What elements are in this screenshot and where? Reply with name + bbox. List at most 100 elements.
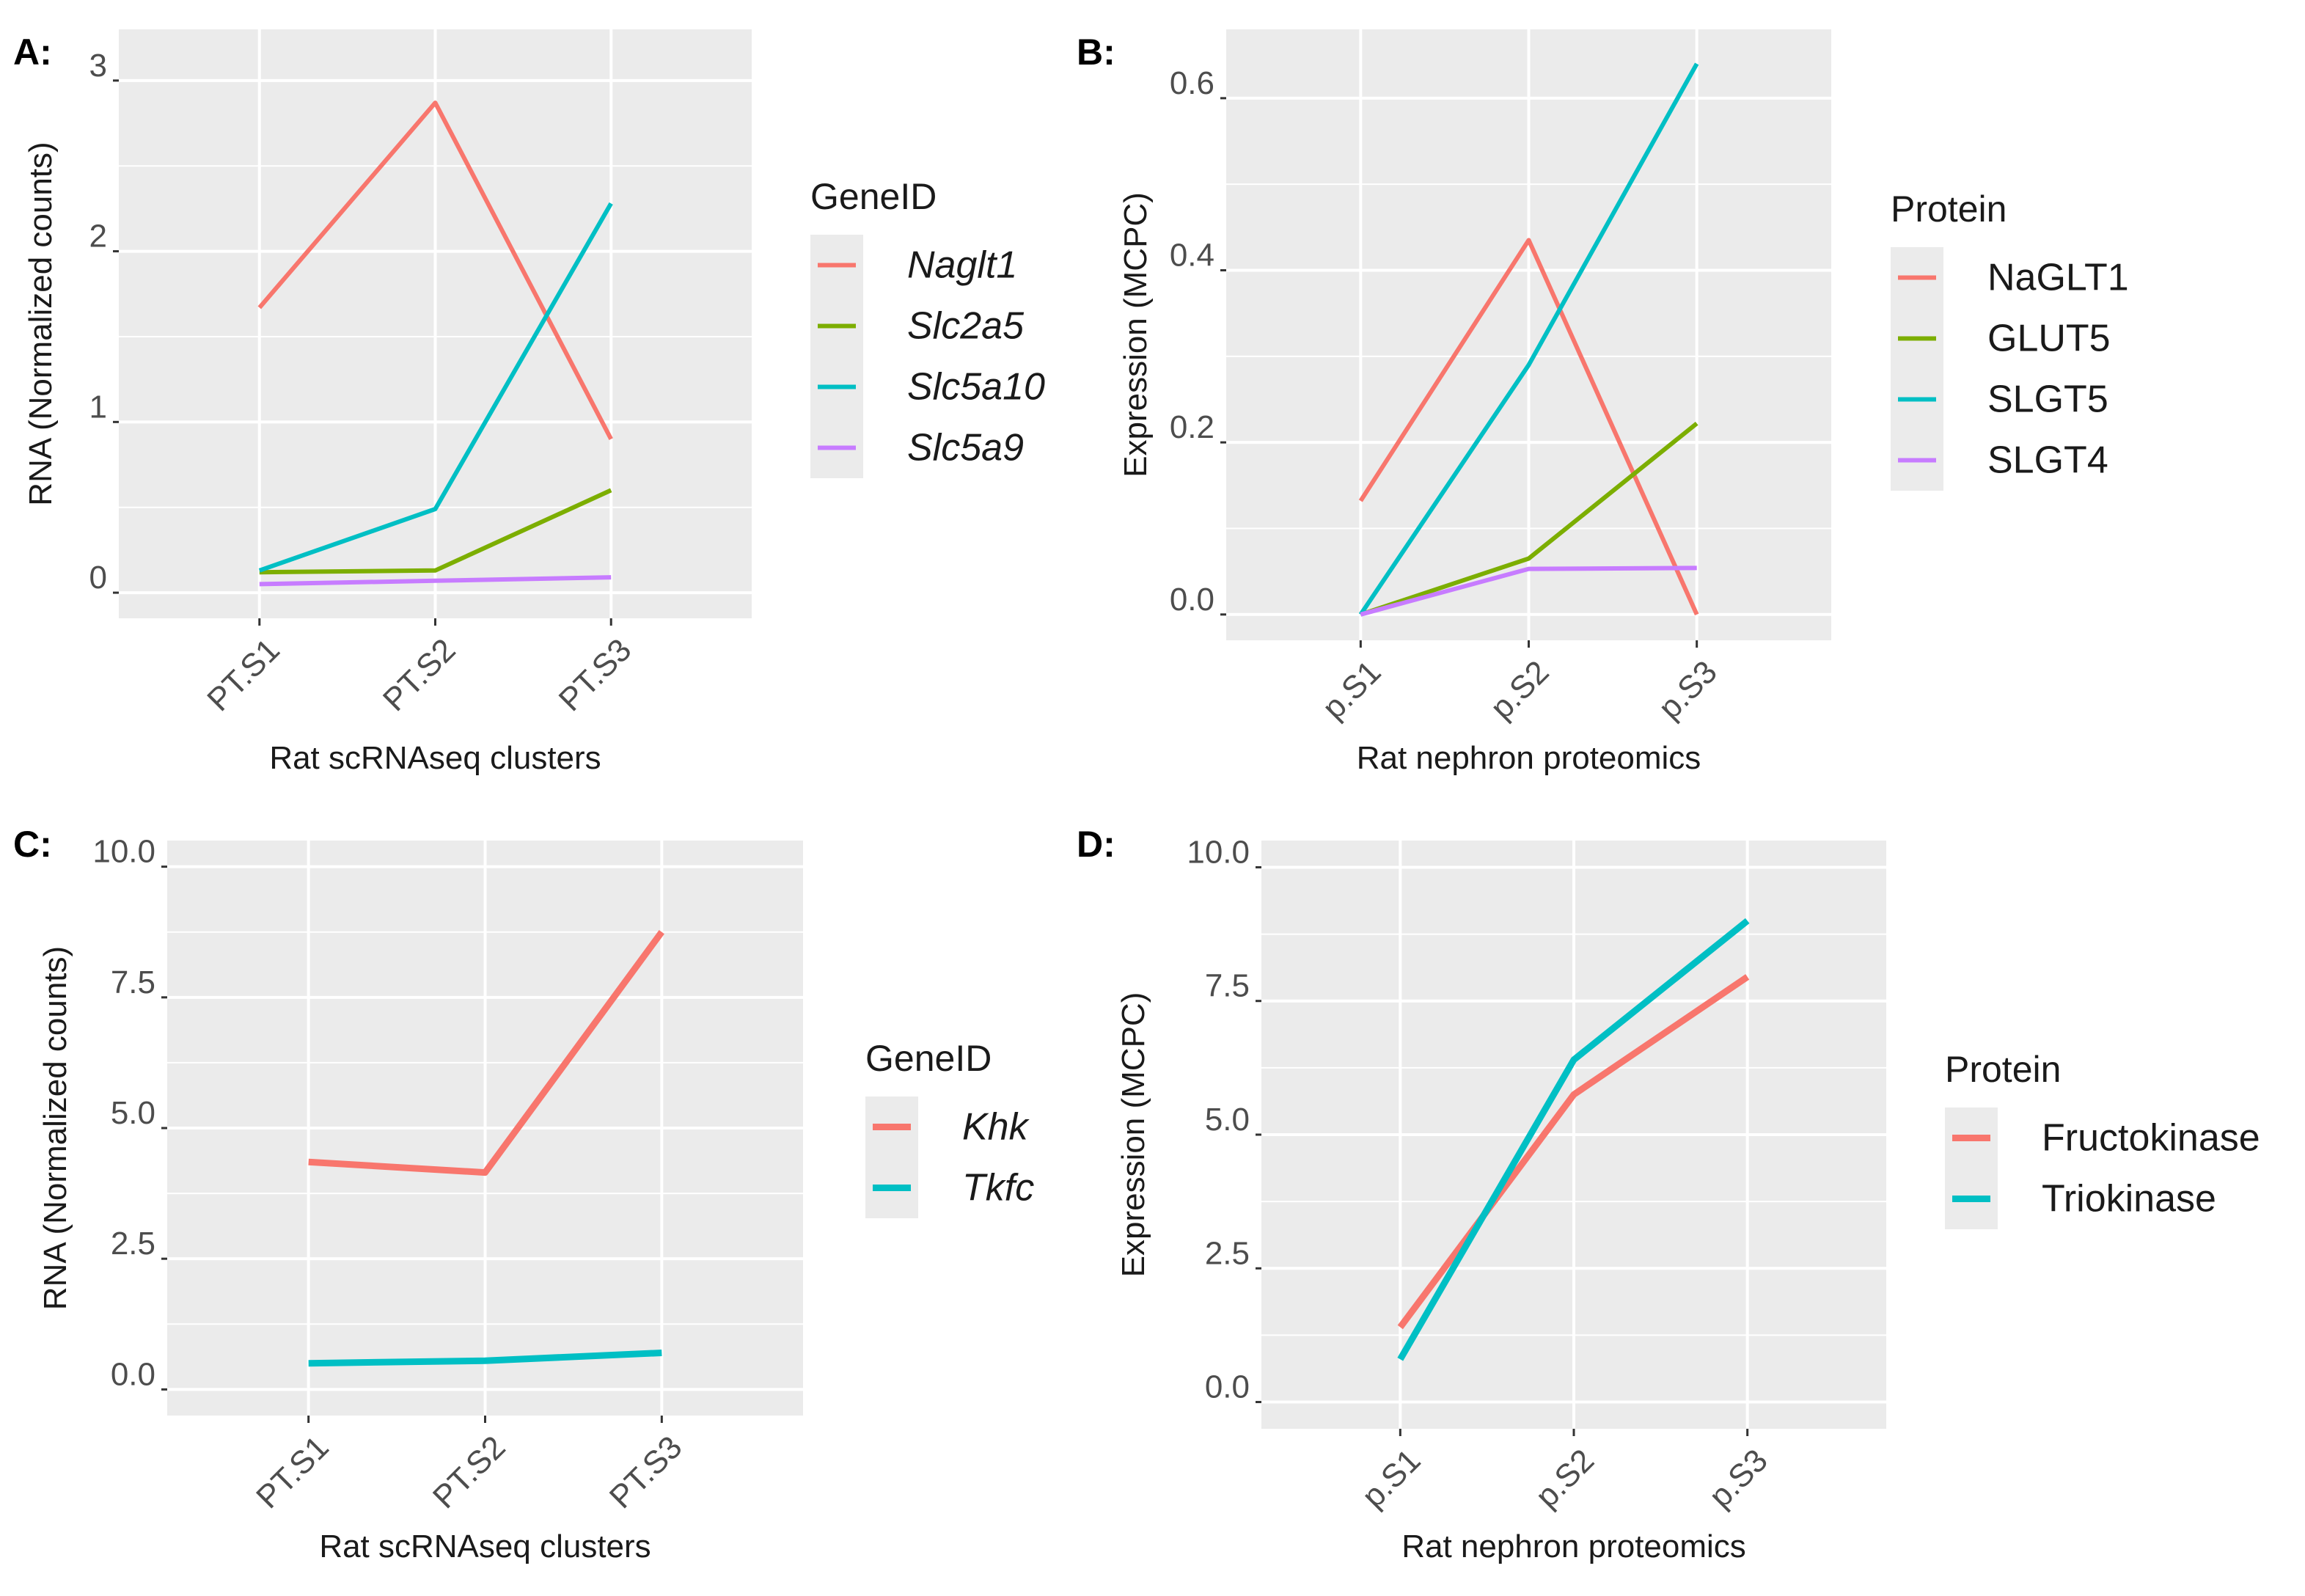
panel-c-y-tick-label: 0.0 <box>111 1356 155 1392</box>
panel-b-data-point <box>1528 568 1529 569</box>
panel-b-legend-label-naglt1: NaGLT1 <box>1987 257 2129 299</box>
panel-a-legend-label-slc5a10: Slc5a10 <box>907 366 1045 409</box>
panel-b-data-point <box>1528 240 1529 241</box>
panel-d-letter: D: <box>1077 824 1115 865</box>
panel-a-letter: A: <box>13 32 52 73</box>
panel-a-legend-key-background <box>810 235 863 478</box>
panel-a-data-point <box>611 577 612 578</box>
panel-b-series-line-slgt5 <box>1358 62 1699 616</box>
panel-b-y-tick-label: 0.6 <box>1170 65 1214 101</box>
panel-d-data-point <box>1574 1059 1575 1060</box>
panel-d-y-tick-label: 0.0 <box>1205 1369 1250 1405</box>
panel-b-legend-label-glut5: GLUT5 <box>1987 318 2111 360</box>
panel-d-data-point <box>1400 1359 1401 1360</box>
panel-a-data-point <box>611 203 612 204</box>
panel-a-y-tick-label: 1 <box>89 389 107 425</box>
panel-a-series-line-slc5a10 <box>258 202 613 573</box>
panel-c-x-tick-label: PT.S1 <box>249 1429 336 1515</box>
panel-b-series-line-naglt1 <box>1358 238 1699 616</box>
panel-d-x-tick-label: p.S2 <box>1528 1442 1601 1515</box>
panel-b-data-point <box>1696 423 1697 424</box>
panel-b-data-point <box>1696 614 1697 615</box>
panel-b-data-point <box>1360 614 1361 615</box>
panel-a-data-point <box>259 572 260 573</box>
panel-b-data-point <box>1360 500 1361 501</box>
panel-c-y-tick-label: 7.5 <box>111 964 155 1000</box>
panel-c-x-axis-title: Rat scRNAseq clusters <box>319 1529 651 1564</box>
panel-a-legend-label-slc5a9: Slc5a9 <box>907 427 1024 469</box>
panel-d-y-tick-label: 2.5 <box>1205 1235 1250 1271</box>
panel-a-data-point <box>611 490 612 491</box>
panel-c-x-tick-label: PT.S2 <box>426 1429 513 1515</box>
panel-a-x-axis-title: Rat scRNAseq clusters <box>269 740 601 776</box>
panel-a-data-point <box>259 570 260 571</box>
panel-c-y-tick-label: 10.0 <box>92 834 155 870</box>
panel-d: D: 0.0 2.5 5.0 7.5 10.0 p.S1 p.S2 p.S3 Rat nephro… <box>1077 824 2260 1564</box>
panel-b: B: 0.0 0.2 0.4 0.6 p.S1 p.S2 p.S3 Rat nephron pr… <box>1077 29 2129 776</box>
panel-d-legend-title: Protein <box>1945 1049 2061 1090</box>
panel-d-data-point <box>1400 1327 1401 1328</box>
panel-c-legend-key-background <box>865 1097 918 1218</box>
panel-b-x-tick-label: p.S2 <box>1484 654 1556 726</box>
panel-a-data-point <box>259 584 260 585</box>
panel-b-letter: B: <box>1077 32 1115 73</box>
panel-a-legend-label-naglt1: Naglt1 <box>907 244 1017 287</box>
panel-a-x-tick-label: PT.S3 <box>552 632 639 718</box>
panel-a-legend-title: GeneID <box>810 176 937 217</box>
panel-b-series-line-glut5 <box>1360 421 1698 617</box>
panel-b-y-tick-label: 0.4 <box>1170 238 1214 274</box>
panel-c-legend-label-tkfc: Tkfc <box>962 1167 1034 1209</box>
panel-d-legend-label-fructokinase: Fructokinase <box>2042 1117 2260 1160</box>
panel-c-series-line-khk <box>308 930 664 1176</box>
panel-d-series-line-triokinase <box>1397 918 1750 1361</box>
panel-b-legend-title: Protein <box>1891 188 2007 230</box>
panel-d-data-point <box>1747 976 1748 977</box>
panel-d-y-tick-label: 5.0 <box>1205 1102 1250 1138</box>
panel-a-y-tick-label: 2 <box>89 219 107 255</box>
panel-c-data-point <box>308 1162 309 1163</box>
panel-a-y-tick-label: 3 <box>89 48 107 84</box>
panel-d-y-tick-label: 7.5 <box>1205 968 1250 1004</box>
panel-c-x-tick-label: PT.S3 <box>603 1429 689 1515</box>
panel-a-x-tick-label: PT.S2 <box>376 632 463 718</box>
panel-c-legend-title: GeneID <box>865 1038 992 1079</box>
panel-c-letter: C: <box>13 824 52 865</box>
panel-c-y-axis-title: RNA (Normalized counts) <box>37 946 73 1310</box>
panel-d-data-point <box>1574 1094 1575 1095</box>
panel-b-x-tick-label: p.S3 <box>1652 654 1724 726</box>
panel-b-x-tick-label: p.S1 <box>1316 654 1388 726</box>
panel-b-data-point <box>1528 558 1529 559</box>
panel-d-y-tick-label: 10.0 <box>1187 834 1250 870</box>
panel-a-series-line-slc5a9 <box>259 575 612 587</box>
panel-d-series-line-fructokinase <box>1397 974 1750 1330</box>
panel-d-legend-label-triokinase: Triokinase <box>2042 1178 2216 1220</box>
panel-a-series-line-slc2a5 <box>259 488 612 575</box>
panel-b-legend-key-background <box>1891 247 1943 491</box>
panel-a-data-point <box>259 307 260 308</box>
panel-a-data-point <box>435 570 436 571</box>
panel-b-x-axis-title: Rat nephron proteomics <box>1357 740 1701 776</box>
panel-b-legend-label-slgt4: SLGT4 <box>1987 439 2108 482</box>
panel-c-series-line-tkfc <box>308 1350 662 1367</box>
panel-a-series-line-naglt1 <box>257 100 613 440</box>
panel-c-legend-label-khk: Khk <box>962 1106 1030 1149</box>
panel-a-data-point <box>435 580 436 581</box>
panel-b-data-point <box>1696 63 1697 64</box>
panel-a: A: 0 1 2 3 PT.S1 PT.S2 PT.S3 Rat scRNAseq cluste… <box>13 29 1045 776</box>
panel-d-x-tick-label: p.S1 <box>1355 1442 1428 1515</box>
panel-d-x-axis-title: Rat nephron proteomics <box>1401 1529 1746 1564</box>
panel-b-legend-label-slgt5: SLGT5 <box>1987 378 2108 421</box>
panel-d-data-point <box>1747 920 1748 921</box>
panel-b-series-line-slgt4 <box>1360 565 1697 617</box>
panel-d-x-tick-label: p.S3 <box>1702 1442 1775 1515</box>
panel-c-y-tick-label: 5.0 <box>111 1095 155 1131</box>
panel-d-y-axis-title: Expression (MCPC) <box>1115 992 1151 1278</box>
panel-a-y-axis-title: RNA (Normalized counts) <box>23 142 59 505</box>
panel-b-y-axis-title: Expression (MCPC) <box>1118 192 1154 477</box>
panel-a-legend-label-slc2a5: Slc2a5 <box>907 305 1025 348</box>
panel-b-y-tick-label: 0.0 <box>1170 582 1214 618</box>
panel-c: C: 0.0 2.5 5.0 7.5 10.0 PT.S1 PT.S2 PT.S3 Rat scR… <box>13 824 1034 1564</box>
panel-b-y-tick-label: 0.2 <box>1170 409 1214 445</box>
panel-a-x-tick-label: PT.S1 <box>200 632 287 718</box>
